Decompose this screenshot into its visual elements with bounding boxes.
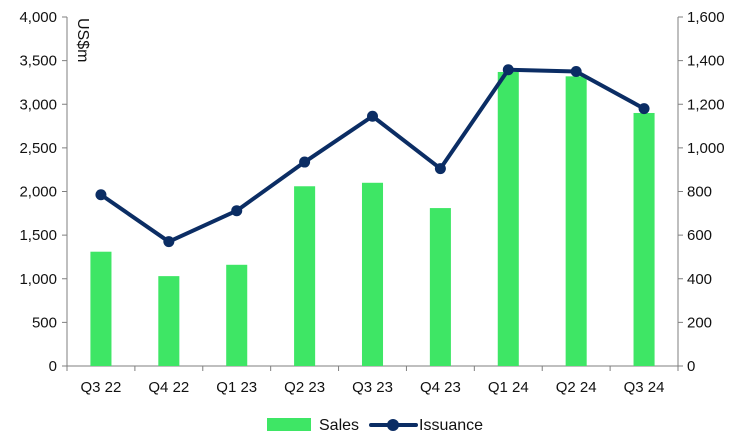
right-tick-label: 1,200 bbox=[687, 96, 725, 113]
sales-bar bbox=[497, 71, 519, 366]
right-tick-label: 200 bbox=[687, 314, 712, 331]
left-tick-label: 1,000 bbox=[19, 271, 57, 288]
x-tick-label: Q1 23 bbox=[216, 379, 257, 396]
x-tick-label: Q2 23 bbox=[284, 379, 325, 396]
x-tick-label: Q3 24 bbox=[624, 379, 665, 396]
right-tick-label: 800 bbox=[687, 184, 712, 201]
right-tick-label: 1,400 bbox=[687, 53, 725, 70]
left-tick-label: 0 bbox=[49, 358, 57, 375]
bars-layer bbox=[90, 71, 655, 366]
x-tick-label: Q2 24 bbox=[556, 379, 597, 396]
line-layer bbox=[95, 64, 650, 248]
sales-bar bbox=[565, 76, 587, 366]
right-tick-label: 600 bbox=[687, 227, 712, 244]
sales-bar bbox=[361, 182, 384, 366]
right-tick-label: 1,000 bbox=[687, 140, 725, 157]
issuance-point bbox=[299, 156, 311, 168]
left-tick-label: 4,000 bbox=[19, 9, 57, 26]
right-tick-label: 1,600 bbox=[687, 9, 725, 26]
left-tick-label: 500 bbox=[32, 314, 57, 331]
x-tick-label: Q3 22 bbox=[81, 379, 122, 396]
left-tick-label: 3,000 bbox=[19, 96, 57, 113]
unit-label: US$m bbox=[74, 18, 91, 62]
x-tick-label: Q4 23 bbox=[420, 379, 461, 396]
left-tick-label: 2,500 bbox=[19, 140, 57, 157]
left-tick-label: 3,500 bbox=[19, 53, 57, 70]
issuance-point bbox=[638, 103, 650, 115]
x-tick-label: Q1 24 bbox=[488, 379, 529, 396]
issuance-point bbox=[231, 205, 243, 217]
issuance-point bbox=[570, 66, 582, 78]
legend: Sales Issuance bbox=[267, 417, 483, 434]
sales-bar bbox=[90, 251, 112, 366]
legend-sales-swatch bbox=[267, 418, 311, 431]
issuance-point bbox=[95, 189, 107, 201]
issuance-point bbox=[434, 163, 446, 175]
labels-layer: 0 500 1,000 1,500 2,000 2,500 3,000 3,500 4,000 0… bbox=[19, 9, 724, 396]
sales-bar bbox=[226, 264, 248, 366]
issuance-point bbox=[367, 110, 378, 122]
left-tick-label: 1,500 bbox=[19, 227, 57, 244]
issuance-point bbox=[502, 64, 514, 76]
sales-bar bbox=[294, 186, 316, 366]
sales-bar bbox=[633, 112, 655, 366]
sales-bar bbox=[158, 276, 180, 366]
sales-bar bbox=[429, 208, 451, 366]
right-tick-label: 400 bbox=[687, 271, 712, 288]
x-tick-label: Q4 22 bbox=[148, 379, 189, 396]
legend-sales-label: Sales bbox=[319, 417, 359, 434]
legend-issuance-label: Issuance bbox=[419, 417, 483, 434]
legend-issuance-marker bbox=[387, 419, 399, 431]
x-tick-label: Q3 23 bbox=[352, 379, 393, 396]
issuance-point bbox=[163, 236, 175, 248]
left-tick-label: 2,000 bbox=[19, 184, 57, 201]
right-tick-label: 0 bbox=[687, 358, 695, 375]
